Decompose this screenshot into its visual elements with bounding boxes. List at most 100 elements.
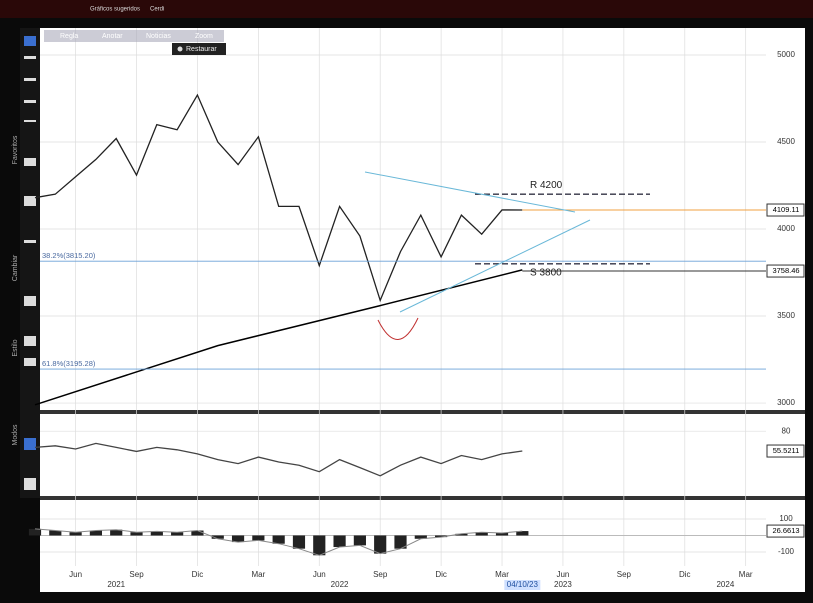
histogram-bar [455, 533, 468, 536]
price-line [34, 93, 523, 303]
histogram-bar [353, 535, 366, 546]
tool-button[interactable]: Regla [60, 33, 78, 40]
restore-icon [177, 46, 183, 52]
tool[interactable] [24, 240, 36, 243]
histogram-bar [495, 533, 509, 536]
tool[interactable] [24, 120, 36, 122]
fib-label: 38.2%(3815.20) [42, 251, 96, 260]
histogram-bar [231, 535, 245, 543]
side-label: Modos [12, 424, 19, 446]
fib-label: 61.8%(3195.28) [42, 359, 96, 368]
histogram-bar [272, 535, 285, 544]
histogram-bar [333, 535, 346, 548]
tool[interactable] [24, 36, 36, 46]
time-axis [40, 568, 805, 592]
histogram-bar [435, 535, 448, 538]
pattern-curve [377, 317, 419, 340]
x-tick-label: Dic [192, 570, 204, 579]
price-line [34, 442, 523, 477]
last-value-label: 55.5211 [773, 446, 800, 455]
cursor-date-box [504, 580, 541, 590]
side-label: Estilo [12, 339, 19, 356]
x-tick-label: Dic [435, 570, 447, 579]
tool[interactable] [24, 56, 36, 59]
y-tick-label: 5000 [777, 50, 795, 59]
last-value-box [766, 444, 805, 458]
x-tick-label: Sep [617, 570, 632, 579]
restore-label[interactable]: Restaurar [186, 46, 217, 53]
histogram-bar [211, 535, 224, 539]
x-tick-label: Jun [313, 570, 326, 579]
histogram-bar [49, 530, 62, 536]
tab[interactable]: Gráficos sugeridos [90, 7, 140, 13]
tool[interactable] [24, 158, 36, 166]
histogram-bar [414, 535, 427, 539]
left-toolbar [20, 28, 40, 498]
histogram-bar [171, 532, 184, 536]
x-tick-label: Sep [129, 570, 144, 579]
year-label: 2022 [331, 580, 349, 589]
x-tick-label: Mar [251, 570, 265, 579]
histogram-bar [374, 535, 387, 554]
y-tick-label: 80 [782, 426, 791, 435]
histogram-bar [252, 535, 265, 541]
tool[interactable] [24, 296, 36, 306]
tool[interactable] [24, 78, 36, 81]
panel-divider [40, 496, 805, 500]
tab[interactable]: Cerdi [150, 7, 164, 13]
x-tick-label: Jun [556, 570, 569, 579]
x-tick-label: Sep [373, 570, 388, 579]
histogram-bar [89, 530, 103, 536]
histogram-bar [69, 532, 82, 536]
tool-button[interactable]: Zoom [195, 33, 213, 40]
trend-line [399, 219, 591, 313]
histogram-bar [130, 532, 143, 536]
macd-line [34, 528, 523, 556]
tool-button[interactable]: Noticias [146, 33, 171, 40]
histogram-bar [313, 535, 326, 556]
tool-button[interactable]: Anotar [102, 33, 123, 40]
x-tick-label: Mar [495, 570, 509, 579]
y-tick-label: 100 [779, 514, 793, 523]
chart-toolbar [44, 30, 224, 42]
side-label: Favoritos [12, 135, 19, 164]
panel-divider [40, 410, 805, 414]
restore-button[interactable] [172, 43, 226, 55]
tool[interactable] [24, 336, 36, 346]
histogram-bar [292, 535, 306, 549]
last-value-box [766, 524, 805, 538]
histogram-bar [150, 531, 163, 536]
level-label: 4109.11 [773, 205, 800, 214]
level-label: 3758.46 [772, 266, 799, 275]
level-box [766, 203, 805, 217]
y-tick-label: 3000 [777, 398, 795, 407]
tool[interactable] [24, 196, 36, 206]
year-label: 2024 [716, 580, 734, 589]
histogram-bar [475, 532, 488, 536]
tool-icons [24, 36, 36, 490]
side-label: Cambiar [12, 254, 19, 281]
histogram-bar [191, 530, 204, 536]
histogram-bar [394, 535, 407, 549]
y-tick-label: 3500 [777, 311, 795, 320]
x-tick-label: Mar [739, 570, 753, 579]
tool[interactable] [24, 358, 36, 366]
level-annotation: R 4200 [530, 180, 563, 191]
trend-line [364, 171, 576, 213]
y-tick-label: 4000 [777, 224, 795, 233]
plots: Jun Sep Dic Mar Jun Sep Dic Mar Jun Sep Dic Mar 2021… [28, 28, 805, 590]
moving-average [34, 269, 523, 406]
level-annotation: S 3800 [530, 267, 562, 278]
y-tick-label: -100 [778, 547, 795, 556]
tool[interactable] [24, 438, 36, 450]
tool[interactable] [24, 478, 36, 490]
price-axis [766, 28, 805, 568]
cursor-date: 04/10/23 [507, 580, 539, 589]
x-tick-label: Jun [69, 570, 82, 579]
histogram-bar [28, 528, 42, 536]
last-value-label: 26.6613 [772, 526, 799, 535]
title-bar [0, 0, 813, 18]
tool[interactable] [24, 100, 36, 103]
